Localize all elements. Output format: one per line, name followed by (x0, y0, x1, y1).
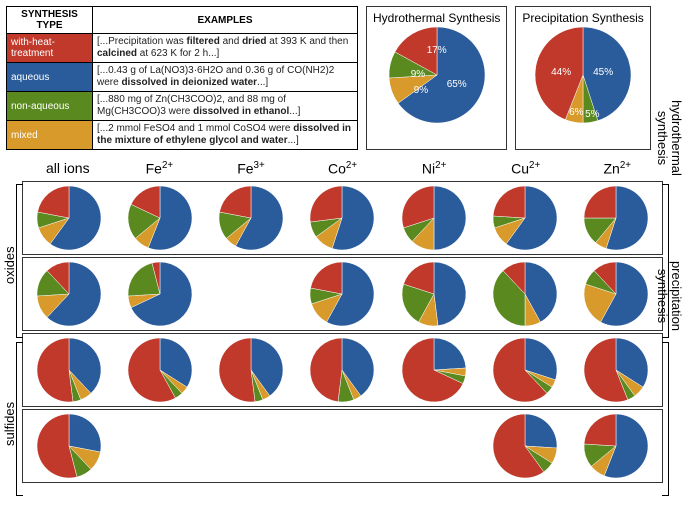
top-pie-hydrothermal-synthesis: Hydrothermal Synthesis 65% 9% 9% 17% (366, 6, 507, 150)
grid-cell (479, 410, 570, 482)
grid-cell (114, 334, 205, 406)
col-header: Fe2+ (114, 156, 206, 179)
grid-cell (479, 258, 570, 330)
grid-cell (114, 258, 205, 330)
top-pie-title: Hydrothermal Synthesis (373, 11, 500, 25)
pie-pct-label: 5% (585, 109, 599, 120)
col-header: Fe3+ (205, 156, 297, 179)
rbracket-precip (668, 342, 669, 496)
top-pie-precipitation-synthesis: Precipitation Synthesis 45% 5%6% 44% (515, 6, 650, 150)
pie-pct-label: 6% (569, 107, 583, 118)
grid-cell (114, 410, 205, 482)
grid-cell (114, 182, 205, 254)
grid-cell (23, 334, 114, 406)
col-header: Ni2+ (388, 156, 480, 179)
top-row: SYNTHESIS TYPE EXAMPLES with-heat-treatm… (0, 0, 685, 156)
example-cell: [...880 mg of Zn(CH3COO)2, and 88 mg of … (93, 92, 358, 121)
grid-cell (479, 334, 570, 406)
row-label-hydro: hydrothermalsynthesis (654, 78, 683, 198)
type-cell-non_aqueous: non-aqueous (7, 92, 93, 121)
pie-pct-label: 9% (414, 85, 428, 96)
pie-pct-label: 45% (593, 67, 613, 78)
top-pie-title: Precipitation Synthesis (522, 11, 643, 25)
grid-cell (206, 334, 297, 406)
row-label-oxides: oxides (2, 246, 17, 284)
type-cell-mixed: mixed (7, 121, 93, 150)
pie-chart: 65% 9% 9% 17% (389, 27, 485, 123)
row-label-sulfides: sulfides (2, 402, 17, 446)
grid-cell (479, 182, 570, 254)
grid-rows (22, 181, 663, 483)
pie-pct-label: 9% (411, 69, 425, 80)
grid-wrap: all ionsFe2+Fe3+Co2+Ni2+Cu2+Zn2+ oxides … (0, 156, 685, 483)
pie-pct-label: 65% (447, 79, 467, 90)
grid-cell (571, 182, 662, 254)
grid-row-1 (22, 257, 663, 331)
grid-cell (297, 334, 388, 406)
grid-row-3 (22, 409, 663, 483)
example-cell: [...2 mmol FeSO4 and 1 mmol CoSO4 were d… (93, 121, 358, 150)
grid-cell (23, 182, 114, 254)
pie-pct-label: 44% (551, 67, 571, 78)
grid-cell (297, 258, 388, 330)
grid-cell (571, 334, 662, 406)
grid-row-2 (22, 333, 663, 407)
grid-cell (206, 410, 297, 482)
type-cell-with_heat: with-heat-treatment (7, 34, 93, 63)
grid-cell (571, 258, 662, 330)
bracket-oxides (16, 184, 17, 338)
col-header: all ions (22, 156, 114, 179)
grid-cell (206, 182, 297, 254)
grid-cell (297, 182, 388, 254)
pie-chart: 45% 5%6% 44% (535, 27, 631, 123)
grid-cell (388, 410, 479, 482)
rbracket-hydro (668, 184, 669, 338)
grid-cell (388, 258, 479, 330)
type-cell-aqueous: aqueous (7, 63, 93, 92)
column-headers: all ionsFe2+Fe3+Co2+Ni2+Cu2+Zn2+ (22, 156, 663, 179)
pie-pct-label: 17% (427, 45, 447, 56)
legend-table: SYNTHESIS TYPE EXAMPLES with-heat-treatm… (6, 6, 358, 150)
grid-cell (23, 410, 114, 482)
col-header: Zn2+ (571, 156, 663, 179)
grid-cell (297, 410, 388, 482)
legend-header-type: SYNTHESIS TYPE (7, 7, 93, 34)
grid-cell (388, 182, 479, 254)
example-cell: [...Precipitation was filtered and dried… (93, 34, 358, 63)
grid-cell (388, 334, 479, 406)
grid-cell (571, 410, 662, 482)
grid-row-0 (22, 181, 663, 255)
legend-header-ex: EXAMPLES (93, 7, 358, 34)
example-cell: [...0.43 g of La(NO3)3·6H2O and 0.36 g o… (93, 63, 358, 92)
top-pies: Hydrothermal Synthesis 65% 9% 9% 17% Precipi… (366, 6, 651, 150)
grid-cell (206, 258, 297, 330)
col-header: Co2+ (297, 156, 389, 179)
col-header: Cu2+ (480, 156, 572, 179)
grid-cell (23, 258, 114, 330)
bracket-sulfides (16, 342, 17, 496)
